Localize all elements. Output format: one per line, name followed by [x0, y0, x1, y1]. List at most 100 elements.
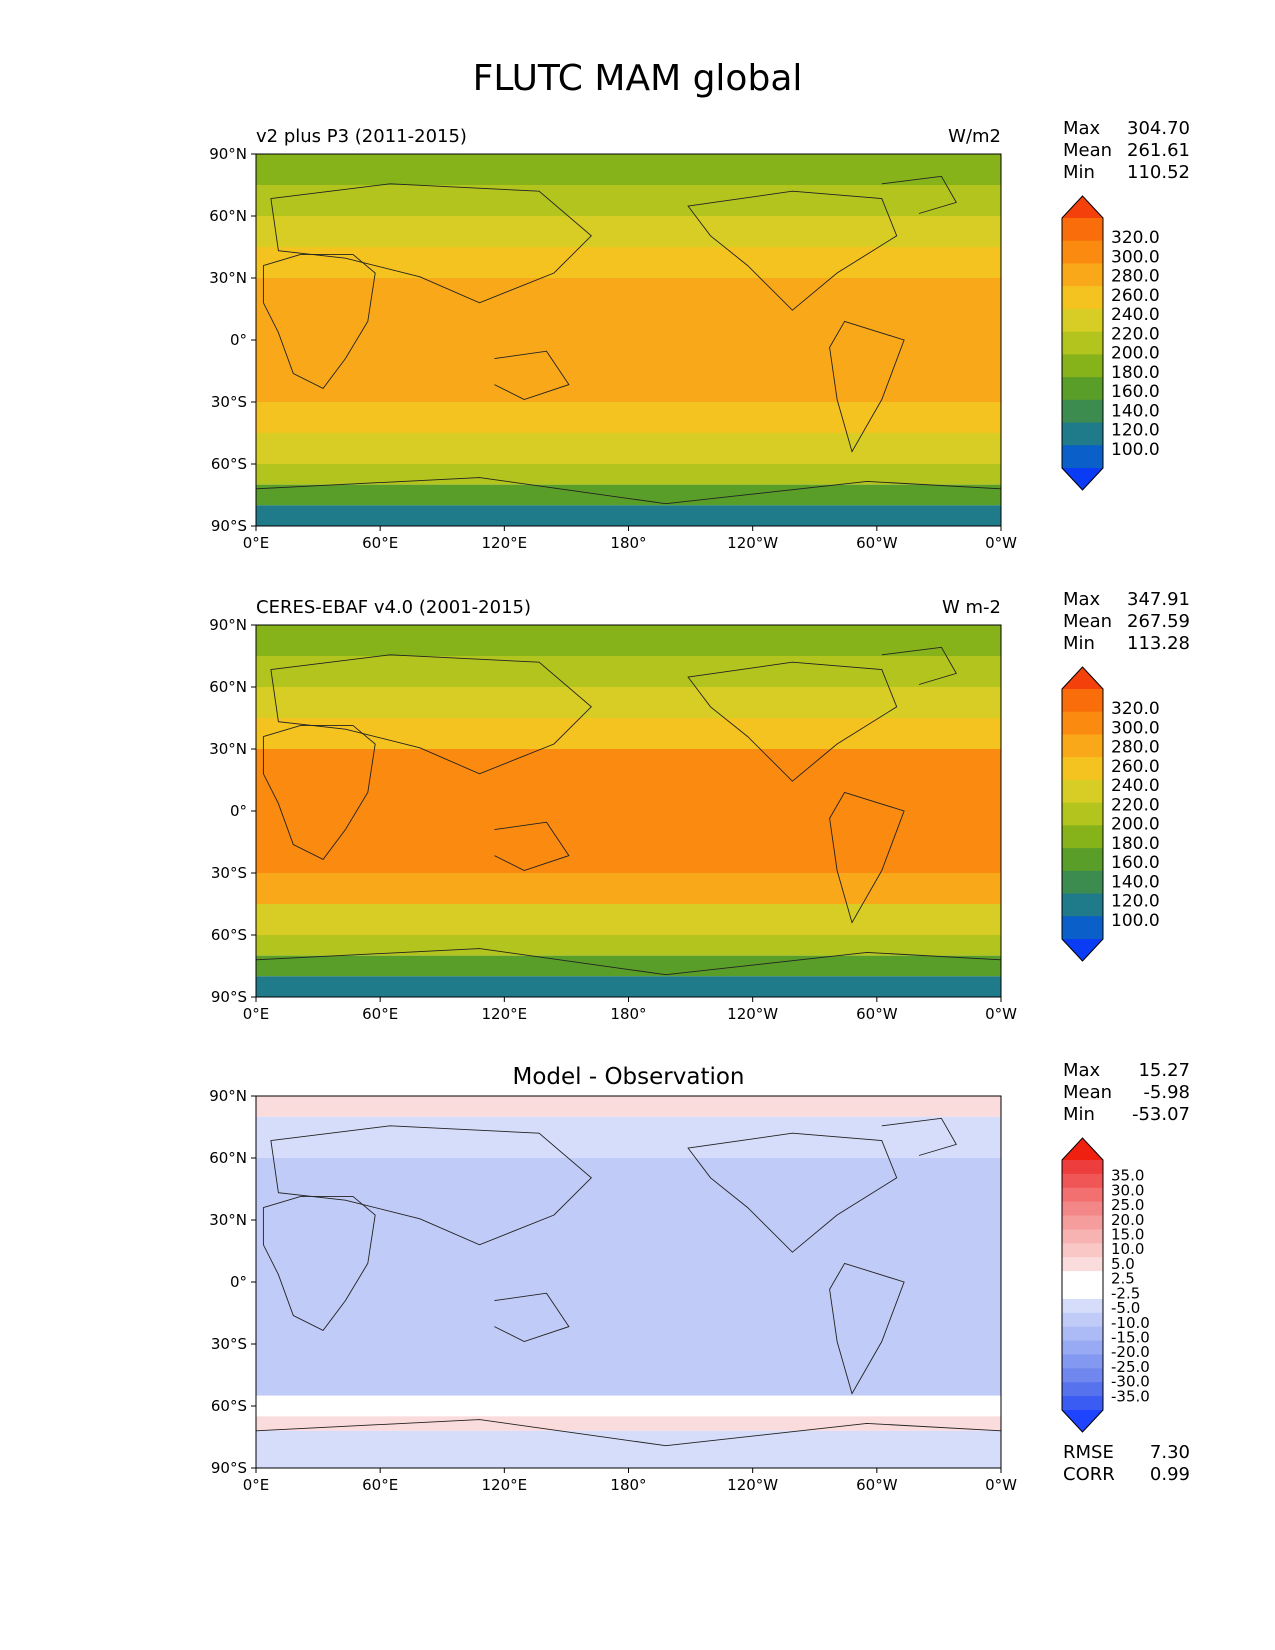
colorbar-label: -10.0 — [1111, 1314, 1150, 1332]
field-band — [256, 873, 1001, 904]
y-tick-label: 60°N — [209, 1149, 247, 1167]
coastline — [829, 791, 905, 924]
y-tick-label: 60°S — [211, 926, 247, 944]
stat-value: 304.70 — [1127, 118, 1190, 139]
x-tick-label: 120°W — [727, 1476, 778, 1494]
colorbar-label: 320.0 — [1111, 228, 1160, 248]
colorbar-segment — [1062, 377, 1103, 401]
colorbar-segment — [1062, 1257, 1103, 1272]
y-tick-label: 90°S — [211, 517, 247, 535]
colorbar-label: 300.0 — [1111, 718, 1160, 738]
x-tick-label: 0°E — [243, 1476, 270, 1494]
field-band — [256, 185, 1001, 216]
colorbar-segment — [1062, 779, 1103, 804]
colorbar-label: 240.0 — [1111, 305, 1160, 325]
x-tick-label: 120°W — [727, 1005, 778, 1023]
colorbar-label: 15.0 — [1111, 1226, 1144, 1244]
x-tick-label: 0°W — [985, 1005, 1017, 1023]
y-tick-label: 30°N — [209, 269, 247, 287]
coastline — [687, 661, 898, 782]
coastlines — [255, 175, 1002, 505]
y-tick-label: 30°N — [209, 1211, 247, 1229]
metric-label: RMSE — [1063, 1442, 1114, 1463]
colorbar-segment — [1062, 916, 1103, 940]
x-tick-label: 120°E — [482, 1476, 528, 1494]
colorbar-label: 100.0 — [1111, 911, 1160, 931]
colorbar-label: 320.0 — [1111, 699, 1160, 719]
coastline — [255, 948, 1002, 976]
colorbar-label: 20.0 — [1111, 1211, 1144, 1229]
colorbar-outline — [1061, 195, 1104, 491]
colorbar-segment — [1062, 1271, 1103, 1286]
y-tick-label: 30°S — [211, 393, 247, 411]
field-band — [256, 464, 1001, 485]
metric-value: 7.30 — [1150, 1442, 1190, 1463]
coastline — [881, 175, 957, 214]
map-units: W/m2 — [948, 126, 1001, 147]
colorbar-label: 35.0 — [1111, 1167, 1144, 1185]
colorbar-label: 200.0 — [1111, 815, 1160, 835]
colorbar-segment — [1062, 240, 1103, 264]
coastlines — [255, 646, 1002, 976]
colorbar-label: 180.0 — [1111, 363, 1160, 383]
field-band — [256, 1116, 1001, 1158]
colorbar-segment — [1062, 1285, 1103, 1300]
colorbar-segment — [1062, 802, 1103, 826]
y-tick-label: 90°S — [211, 988, 247, 1006]
x-tick-label: 0°E — [243, 1005, 270, 1023]
stat-label: Min — [1063, 1104, 1095, 1125]
stat-value: 347.91 — [1127, 589, 1190, 610]
colorbar-segment — [1062, 331, 1103, 355]
y-tick-label: 0° — [230, 331, 247, 349]
y-tick-label: 60°N — [209, 207, 247, 225]
y-tick-label: 30°S — [211, 864, 247, 882]
coastline — [494, 350, 570, 400]
field-band — [256, 955, 1001, 977]
colorbar-label: 25.0 — [1111, 1196, 1144, 1214]
y-tick-label: 60°S — [211, 1397, 247, 1415]
field-band — [256, 1251, 1001, 1313]
coastline — [687, 190, 898, 311]
colorbar-outline — [1061, 1137, 1104, 1433]
colorbar-label: 2.5 — [1111, 1270, 1135, 1288]
coastline — [270, 654, 592, 775]
colorbar-label: 160.0 — [1111, 853, 1160, 873]
stat-value: 113.28 — [1127, 633, 1190, 654]
y-tick-label: 60°N — [209, 678, 247, 696]
coastline — [829, 320, 905, 453]
coastline — [881, 646, 957, 685]
coastline — [262, 724, 376, 860]
map-panel-2: CERES-EBAF v4.0 (2001-2015) W m-2 90°N 60°N… — [209, 589, 1190, 1023]
colorbar-extend-bottom — [1062, 1410, 1103, 1432]
y-tick-label: 90°N — [209, 616, 247, 634]
x-tick-label: 180° — [610, 534, 646, 552]
stat-label: Mean — [1063, 140, 1112, 161]
field-band — [256, 433, 1001, 464]
colorbar-segment — [1062, 1298, 1103, 1314]
colorbar-label: -20.0 — [1111, 1343, 1150, 1361]
stat-value: 261.61 — [1127, 140, 1190, 161]
colorbar-outline — [1061, 666, 1104, 962]
coastline — [494, 1292, 570, 1342]
stat-label: Mean — [1063, 611, 1112, 632]
field-band — [256, 656, 1001, 687]
colorbar-segment — [1062, 308, 1103, 333]
coastline — [270, 1125, 592, 1246]
field-band — [256, 484, 1001, 506]
colorbar-segment — [1062, 1340, 1103, 1355]
colorbar-segment — [1062, 1368, 1103, 1383]
colorbar-label: 180.0 — [1111, 834, 1160, 854]
coastline — [494, 821, 570, 871]
field-band — [256, 976, 1001, 997]
field-band — [256, 1158, 1001, 1251]
colorbar-segment — [1062, 399, 1103, 424]
x-tick-label: 0°W — [985, 1476, 1017, 1494]
y-tick-label: 30°N — [209, 740, 247, 758]
y-tick-label: 60°S — [211, 455, 247, 473]
coastline — [262, 253, 376, 389]
field-band — [256, 935, 1001, 956]
colorbar-segment — [1062, 286, 1103, 310]
field-band — [256, 1096, 1001, 1117]
field-band — [256, 216, 1001, 247]
colorbar-segment — [1062, 1201, 1103, 1217]
